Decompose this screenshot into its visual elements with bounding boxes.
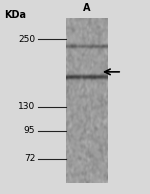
Text: 130: 130 (18, 102, 35, 111)
FancyBboxPatch shape (66, 18, 107, 183)
Text: KDa: KDa (4, 10, 26, 20)
Text: 72: 72 (24, 154, 35, 163)
Text: 250: 250 (18, 35, 35, 44)
Text: 95: 95 (24, 126, 35, 135)
Text: A: A (83, 3, 91, 13)
